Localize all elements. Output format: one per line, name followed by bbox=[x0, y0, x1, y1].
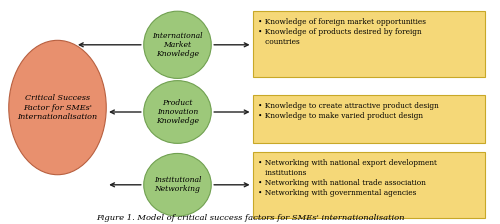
FancyBboxPatch shape bbox=[252, 11, 485, 77]
Text: Institutional
Networking: Institutional Networking bbox=[154, 176, 201, 193]
Text: Critical Success
Factor for SMEs'
Internationalisation: Critical Success Factor for SMEs' Intern… bbox=[18, 94, 98, 121]
Text: International
Market
Knowledge: International Market Knowledge bbox=[152, 32, 203, 58]
Ellipse shape bbox=[144, 11, 211, 78]
FancyBboxPatch shape bbox=[252, 152, 485, 218]
Text: • Networking with national export development
   institutions
• Networking with : • Networking with national export develo… bbox=[258, 159, 436, 197]
Text: • Knowledge to create attractive product design
• Knowledge to make varied produ: • Knowledge to create attractive product… bbox=[258, 102, 438, 120]
Ellipse shape bbox=[144, 81, 211, 143]
Text: Product
Innovation
Knowledge: Product Innovation Knowledge bbox=[156, 99, 199, 125]
Ellipse shape bbox=[144, 153, 211, 216]
FancyBboxPatch shape bbox=[252, 95, 485, 143]
Text: Figure 1. Model of critical success factors for SMEs' internationalisation: Figure 1. Model of critical success fact… bbox=[96, 214, 404, 222]
Ellipse shape bbox=[9, 40, 106, 175]
Text: • Knowledge of foreign market opportunities
• Knowledge of products desired by f: • Knowledge of foreign market opportunit… bbox=[258, 18, 426, 46]
